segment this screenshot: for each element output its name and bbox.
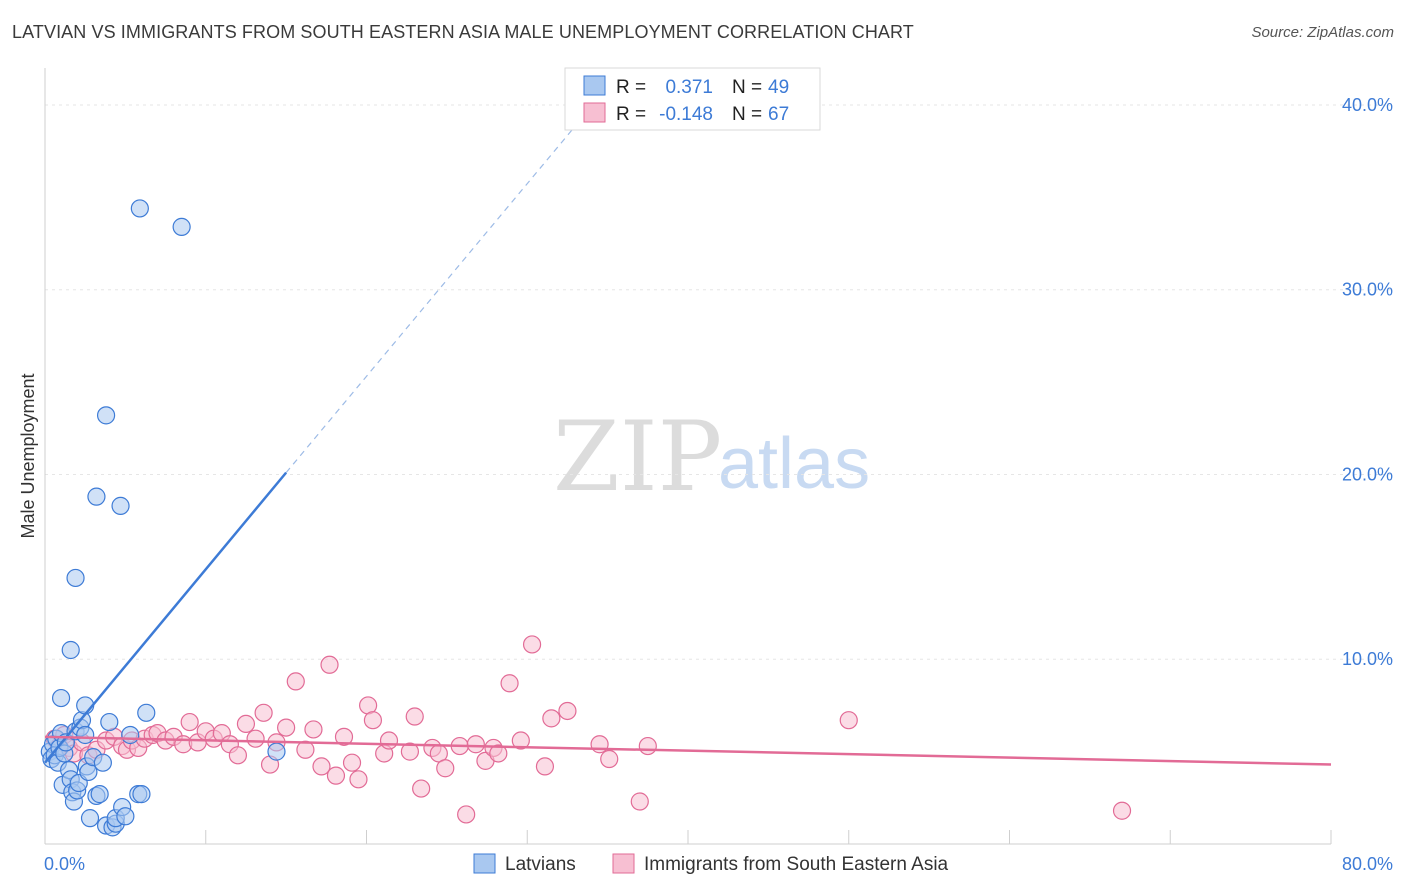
point-latvians [100,712,119,732]
point-immigrants [466,735,485,754]
y-tick-labels: 10.0% 20.0% 30.0% 40.0% [1342,95,1393,669]
point-immigrants [304,720,323,739]
y-tick-label: 40.0% [1342,95,1393,115]
point-immigrants [180,712,199,732]
point-immigrants [542,709,561,728]
x-tick-label-max: 80.0% [1342,854,1393,874]
point-immigrants [326,766,346,785]
watermark-atlas: atlas [718,424,870,504]
point-immigrants [590,735,609,754]
point-immigrants [522,635,542,654]
chart-title: LATVIAN VS IMMIGRANTS FROM SOUTH EASTERN… [12,22,914,42]
point-immigrants [236,714,256,734]
point-latvians [51,688,71,708]
point-latvians [132,785,151,804]
point-latvians [267,742,286,761]
point-latvians [96,406,116,425]
point-immigrants [500,674,519,693]
bottom-legend-swatch-immigrants [612,853,635,874]
point-immigrants [363,711,383,730]
point-immigrants [436,759,455,778]
point-immigrants [558,701,577,721]
point-immigrants [254,703,273,722]
point-immigrants [600,749,619,769]
legend-n-label-latvians: N = [732,77,762,98]
point-immigrants [630,792,649,811]
trend-line-latvians [44,471,288,764]
point-immigrants [412,779,431,798]
legend-n-value-latvians: 49 [768,77,789,98]
point-immigrants [349,770,368,789]
trend-lines [44,67,1332,766]
point-immigrants [400,742,420,761]
legend-r-label-immigrants: R = [616,104,646,125]
point-latvians [116,807,135,826]
point-immigrants [638,736,657,756]
bottom-legend-label-immigrants: Immigrants from South Eastern Asia [644,854,949,875]
point-immigrants [511,731,530,750]
bottom-legend-label-latvians: Latvians [505,854,576,875]
legend-r-value-immigrants: -0.148 [659,104,713,125]
point-immigrants [839,711,858,730]
gridlines [45,104,1391,660]
bottom-legend-swatch-latvians [473,853,496,874]
trend-line-immigrants [44,735,1332,766]
series-latvians-points [40,199,286,837]
legend-box [564,67,821,131]
y-axis-label: Male Unemployment [18,373,38,538]
legend-swatch-latvians [583,75,606,96]
point-latvians [121,725,140,745]
y-tick-label: 10.0% [1342,649,1393,669]
point-immigrants [277,718,296,737]
point-immigrants [312,757,331,776]
y-tick-label: 20.0% [1342,464,1393,484]
point-immigrants [379,731,399,750]
legend-swatch-immigrants [583,102,606,123]
series-immigrants-points [45,635,1132,824]
point-latvians [130,199,149,218]
point-immigrants [457,805,476,824]
legend-r-value-latvians: 0.371 [665,77,713,98]
point-immigrants [246,729,265,748]
watermark-zip: ZIP [553,401,722,513]
point-immigrants [334,727,354,746]
point-immigrants [320,655,339,674]
point-immigrants [286,672,305,691]
point-latvians [172,217,191,236]
point-latvians [93,753,112,772]
source-credit: Source: ZipAtlas.com [1251,24,1394,41]
point-immigrants [405,707,424,726]
point-latvians [76,725,95,745]
x-ticks [205,830,1332,844]
point-latvians [61,640,80,660]
point-immigrants [1112,801,1132,820]
x-tick-label-min: 0.0% [44,854,85,874]
legend-n-label-immigrants: N = [732,104,762,125]
point-immigrants [342,753,362,772]
legend-r-label-latvians: R = [616,77,646,98]
point-latvians [80,809,100,828]
y-tick-label: 30.0% [1342,280,1393,300]
point-immigrants [489,744,508,763]
point-immigrants [228,746,247,765]
point-immigrants [535,757,555,776]
legend-n-value-immigrants: 67 [768,104,789,125]
correlation-legend: R = 0.371 N = 49 R = -0.148 N = 67 [564,67,821,131]
series-legend: Latvians Immigrants from South Eastern A… [473,853,949,875]
point-latvians [87,487,106,506]
point-latvians [111,496,130,515]
point-latvians [137,703,156,722]
point-latvians [90,785,109,804]
point-latvians [66,568,85,588]
